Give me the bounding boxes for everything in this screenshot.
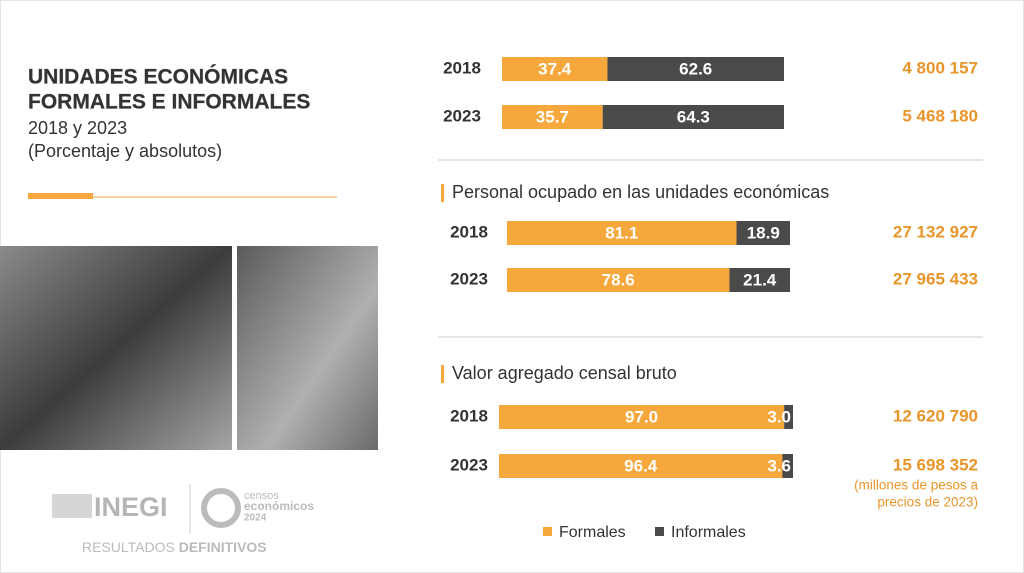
logo: INEGI: [94, 492, 168, 522]
subtitle: (Porcentaje y absolutos): [28, 141, 222, 161]
year-label: 2023: [450, 455, 488, 474]
censos-text: censos: [244, 490, 279, 502]
legend-swatch: [543, 527, 552, 536]
total-label: 27 965 433: [893, 269, 978, 288]
bar-label: 3.0: [767, 407, 791, 426]
note: (millones de pesos a: [854, 478, 978, 493]
year-label: 2023: [450, 269, 488, 288]
bar-label: 96.4: [624, 456, 658, 475]
chart-title: Personal ocupado en las unidades económi…: [452, 182, 829, 202]
bar-label: 81.1: [605, 223, 638, 242]
bar-label: 62.6: [679, 59, 712, 78]
bar-segment: [729, 268, 790, 292]
censos-text: económicos: [244, 499, 314, 513]
bar-segment: [782, 454, 793, 478]
bar-label: 3.6: [767, 456, 791, 475]
total-label: 12 620 790: [893, 406, 978, 425]
note: precios de 2023): [877, 495, 978, 510]
rule-accent: [28, 193, 93, 199]
total-label: 4 800 157: [902, 58, 978, 77]
subtitle: 2018 y 2023: [28, 118, 127, 138]
legend-swatch: [655, 527, 664, 536]
year-label: 2023: [443, 106, 481, 125]
bar-segment: [499, 405, 785, 429]
title-accent: [441, 365, 444, 383]
bar-label: 35.7: [536, 107, 569, 126]
total-label: 27 132 927: [893, 222, 978, 241]
year-label: 2018: [450, 222, 488, 241]
bar-segment: [502, 105, 603, 129]
year-label: 2018: [450, 406, 488, 425]
total-label: 5 468 180: [902, 106, 978, 125]
bar-segment: [499, 454, 783, 478]
bar-label: 18.9: [747, 223, 780, 242]
bar-segment: [507, 221, 737, 245]
bar-segment: [602, 105, 784, 129]
photo: [237, 246, 378, 450]
bar-segment: [736, 221, 790, 245]
censos-mark: [201, 488, 241, 528]
photo: [0, 246, 232, 450]
year-label: 2018: [443, 58, 481, 77]
bar-label: 64.3: [677, 107, 710, 126]
title-accent: [441, 184, 444, 202]
title-line: FORMALES E INFORMALES: [28, 91, 310, 114]
censos-text: 2024: [244, 513, 267, 524]
legend-label: Informales: [671, 524, 746, 541]
bar-label: 37.4: [538, 59, 572, 78]
bar-segment: [507, 268, 730, 292]
title-line: UNIDADES ECONÓMICAS: [28, 65, 288, 89]
results: RESULTADOS DEFINITIVOS: [82, 539, 267, 555]
logo-mark: [52, 494, 92, 518]
bar-segment: [784, 405, 793, 429]
bar-label: 97.0: [625, 407, 658, 426]
bar-segment: [502, 57, 608, 81]
legend-label: Formales: [559, 524, 626, 541]
bar-label: 21.4: [743, 270, 777, 289]
total-label: 15 698 352: [893, 455, 978, 474]
chart-title: Valor agregado censal bruto: [452, 363, 677, 383]
results-text: DEFINITIVOS: [179, 539, 267, 555]
bar-label: 78.6: [602, 270, 635, 289]
results-text: RESULTADOS: [82, 539, 175, 555]
bar-segment: [607, 57, 784, 81]
